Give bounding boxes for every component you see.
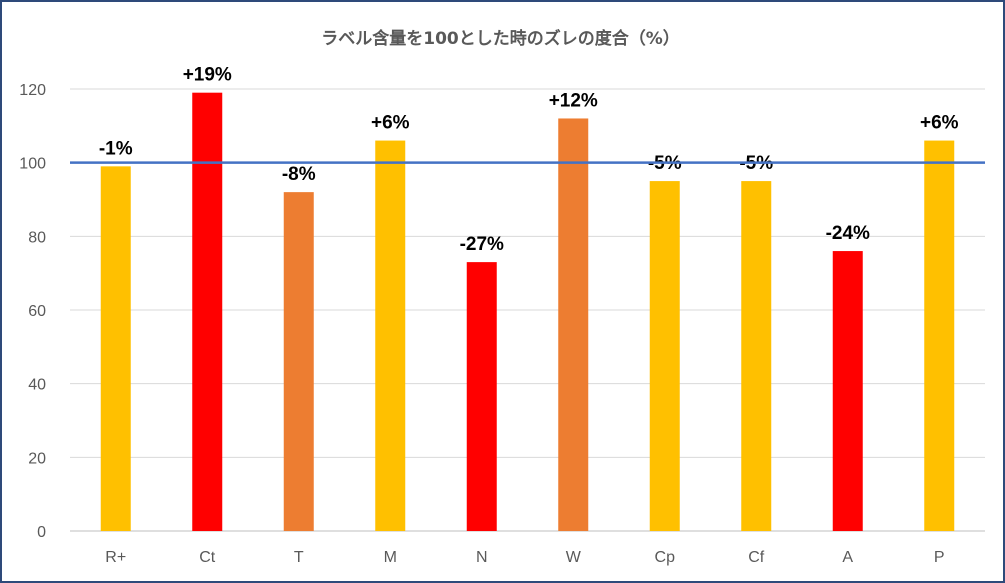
- bar-T: [283, 192, 314, 531]
- x-tick-label: A: [842, 549, 853, 566]
- bar-Cf: [741, 181, 772, 532]
- y-tick-label: 0: [37, 524, 46, 541]
- x-tick-label: Cf: [748, 549, 765, 566]
- bar-W: [558, 118, 589, 531]
- data-label: +6%: [920, 113, 959, 134]
- bar-R+: [100, 166, 131, 531]
- x-tick-label: M: [384, 549, 397, 566]
- x-tick-label: Cp: [655, 549, 676, 566]
- bar-M: [375, 140, 406, 532]
- x-tick-label: Ct: [199, 549, 216, 566]
- bar-A: [832, 251, 863, 532]
- bar-N: [466, 262, 497, 531]
- data-label: +6%: [371, 113, 410, 134]
- chart-title: ラベル含量を100とした時のズレの度合（%）: [321, 29, 680, 49]
- y-tick-label: 40: [28, 377, 46, 394]
- x-tick-label: T: [294, 549, 304, 566]
- data-label: +12%: [549, 90, 598, 111]
- bar-Cp: [649, 181, 680, 532]
- data-label: -8%: [282, 164, 316, 185]
- bar-Ct: [192, 92, 223, 531]
- y-tick-label: 80: [28, 229, 46, 246]
- data-label: -1%: [99, 138, 133, 159]
- y-tick-label: 100: [19, 156, 46, 173]
- y-tick-label: 120: [19, 82, 46, 99]
- y-tick-label: 20: [28, 450, 46, 467]
- x-tick-label: R+: [105, 549, 126, 566]
- bar-P: [924, 140, 955, 532]
- data-label: -24%: [826, 223, 870, 244]
- x-tick-label: N: [476, 549, 488, 566]
- data-label: +19%: [183, 65, 232, 86]
- y-tick-label: 60: [28, 303, 46, 320]
- x-tick-label: W: [566, 549, 582, 566]
- data-label: -27%: [460, 234, 504, 255]
- x-tick-label: P: [934, 549, 945, 566]
